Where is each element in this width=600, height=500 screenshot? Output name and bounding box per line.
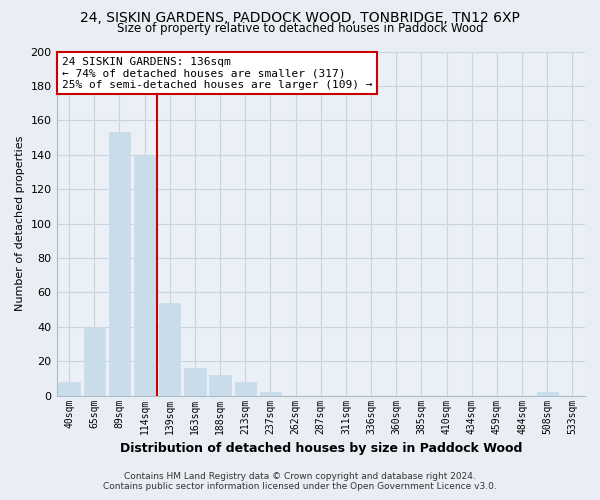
Bar — [109, 132, 130, 396]
Bar — [209, 375, 231, 396]
Text: Contains HM Land Registry data © Crown copyright and database right 2024.
Contai: Contains HM Land Registry data © Crown c… — [103, 472, 497, 491]
Bar — [58, 382, 80, 396]
Text: 24 SISKIN GARDENS: 136sqm
← 74% of detached houses are smaller (317)
25% of semi: 24 SISKIN GARDENS: 136sqm ← 74% of detac… — [62, 56, 373, 90]
Bar — [235, 382, 256, 396]
Bar — [83, 327, 105, 396]
X-axis label: Distribution of detached houses by size in Paddock Wood: Distribution of detached houses by size … — [119, 442, 522, 455]
Bar — [184, 368, 206, 396]
Text: 24, SISKIN GARDENS, PADDOCK WOOD, TONBRIDGE, TN12 6XP: 24, SISKIN GARDENS, PADDOCK WOOD, TONBRI… — [80, 11, 520, 25]
Bar — [134, 156, 155, 396]
Bar — [159, 302, 181, 396]
Bar — [536, 392, 558, 396]
Bar — [260, 392, 281, 396]
Text: Size of property relative to detached houses in Paddock Wood: Size of property relative to detached ho… — [116, 22, 484, 35]
Y-axis label: Number of detached properties: Number of detached properties — [15, 136, 25, 312]
